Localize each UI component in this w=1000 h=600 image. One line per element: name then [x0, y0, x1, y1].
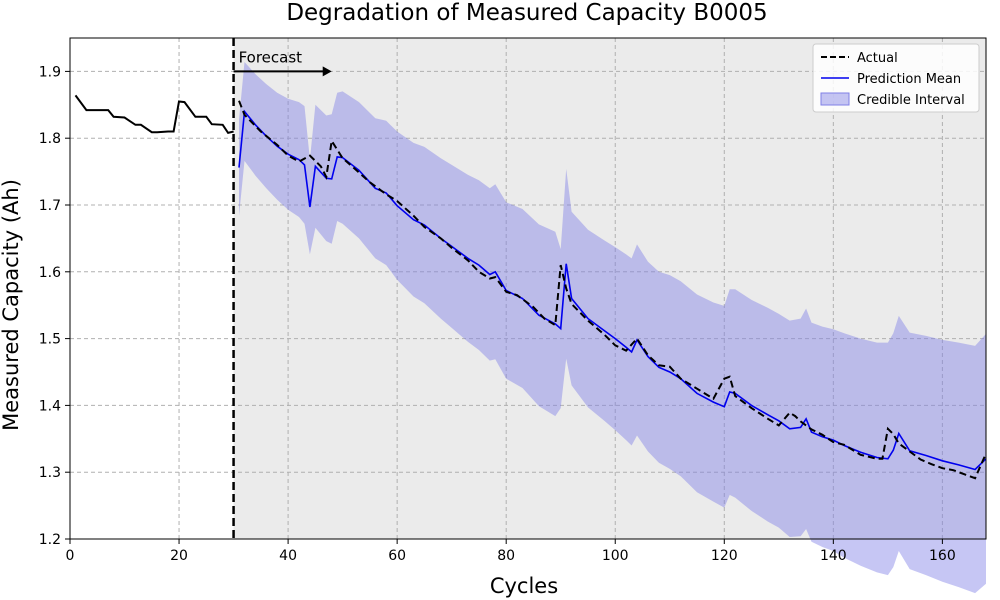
y-tick-label: 1.4 — [39, 398, 61, 414]
y-tick-label: 1.2 — [39, 532, 61, 548]
x-tick-label: 160 — [929, 548, 956, 564]
legend-entry-interval: Credible Interval — [857, 93, 965, 108]
legend-swatch-interval — [820, 92, 850, 106]
y-tick-label: 1.8 — [39, 131, 61, 147]
legend-box — [812, 43, 980, 113]
tick-labels: 0 20 40 60 80 100 120 140 160 1.2 1.3 1.4 1.5 1.6 1.7 1… — [39, 64, 956, 564]
x-tick-label: 100 — [602, 548, 629, 564]
y-tick-label: 1.9 — [39, 64, 61, 80]
axes — [65, 37, 987, 544]
y-tick-label: 1.7 — [39, 198, 61, 214]
credible-interval-band — [239, 62, 986, 594]
x-tick-label: 60 — [388, 548, 406, 564]
legend-entry-actual: Actual — [857, 51, 898, 66]
y-tick-label: 1.3 — [39, 465, 61, 481]
axes-frame — [69, 37, 987, 540]
x-tick-label: 140 — [820, 548, 847, 564]
x-tick-label: 120 — [711, 548, 738, 564]
history-line — [74, 94, 234, 135]
chart-title: Degradation of Measured Capacity B0005 — [286, 0, 767, 26]
data-lines — [74, 94, 987, 480]
forecast-arrow-head — [322, 66, 332, 77]
forecast-annotation: Forecast — [239, 48, 303, 66]
legend-entry-prediction: Prediction Mean — [857, 72, 961, 87]
x-axis-label: Cycles — [490, 574, 558, 598]
y-tick-label: 1.5 — [39, 332, 61, 348]
forecast-markers: Forecast — [232, 38, 332, 539]
x-tick-label: 40 — [279, 548, 297, 564]
y-axis-label: Measured Capacity (Ah) — [0, 179, 23, 431]
y-tick-label: 1.6 — [39, 265, 61, 281]
legend: Actual Prediction Mean Credible Interval — [812, 43, 980, 113]
credible-interval-area — [239, 62, 986, 594]
plot-background — [70, 38, 987, 539]
x-tick-label: 0 — [66, 548, 75, 564]
actual-line — [238, 100, 987, 480]
x-tick-label: 20 — [170, 548, 188, 564]
x-tick-label: 80 — [497, 548, 515, 564]
